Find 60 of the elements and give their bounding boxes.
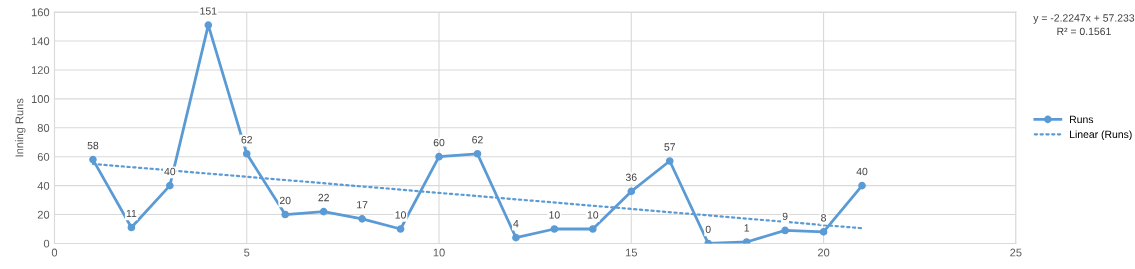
data-label: 4 xyxy=(513,220,519,228)
x-tick-label: 15 xyxy=(625,248,637,257)
data-label: 10 xyxy=(587,211,599,219)
point xyxy=(589,225,597,233)
legend-label: Linear (Runs) xyxy=(1070,130,1132,141)
text: R² = 0.1561 xyxy=(1057,27,1111,36)
data-label: 0 xyxy=(705,225,711,234)
point xyxy=(358,215,366,223)
data-label: 40 xyxy=(164,167,176,176)
y-tick-label: 80 xyxy=(37,124,50,132)
data-label: 1 xyxy=(744,224,750,232)
data-label: 10 xyxy=(395,211,406,219)
point xyxy=(858,181,866,190)
y-tick-label: 40 xyxy=(37,181,50,190)
y-tick-label: 0 xyxy=(43,239,50,248)
data-label: 40 xyxy=(856,167,868,176)
y-tick-label: 140 xyxy=(31,37,50,46)
point xyxy=(550,225,559,233)
point xyxy=(166,181,174,190)
point xyxy=(89,155,97,164)
point xyxy=(819,228,828,236)
data-label: 151 xyxy=(200,7,217,15)
data-label: 8 xyxy=(821,214,826,222)
point xyxy=(781,226,789,235)
data-label: 62 xyxy=(241,136,253,144)
y-tick-label: 160 xyxy=(31,8,50,17)
y-axis-title: Inning Runs xyxy=(15,98,26,157)
data-label: 22 xyxy=(318,193,329,202)
point xyxy=(665,157,674,165)
y-tick-label: 20 xyxy=(37,210,50,219)
data-label: 60 xyxy=(433,138,445,147)
data-label: 11 xyxy=(126,209,137,218)
point xyxy=(281,210,290,219)
point xyxy=(473,149,482,158)
x-tick-label: 5 xyxy=(244,248,250,257)
point xyxy=(242,149,251,158)
point xyxy=(627,187,636,196)
data-label: 17 xyxy=(357,201,368,209)
x-tick-label: 20 xyxy=(817,248,830,257)
point xyxy=(127,223,136,232)
legend-label: Runs xyxy=(1070,115,1094,124)
point xyxy=(435,152,443,161)
x-tick-label: 25 xyxy=(1010,248,1022,257)
x-tick-label: 0 xyxy=(51,248,58,257)
point xyxy=(319,207,328,216)
data-label: 9 xyxy=(782,212,788,221)
x-tick-label: 10 xyxy=(433,248,445,257)
data-label: 57 xyxy=(664,143,676,151)
y-tick-label: 100 xyxy=(31,95,50,103)
point xyxy=(204,21,213,29)
data-label: 10 xyxy=(549,211,560,219)
data-label: 20 xyxy=(279,196,291,205)
text: y = -2.2247x + 57.233 xyxy=(1033,14,1135,24)
data-label: 58 xyxy=(87,141,99,150)
y-tick-label: 60 xyxy=(37,152,50,161)
point xyxy=(396,225,405,233)
data-label: 62 xyxy=(472,136,483,144)
y-tick-label: 120 xyxy=(31,66,50,75)
point xyxy=(512,233,520,242)
data-label: 36 xyxy=(625,173,637,181)
